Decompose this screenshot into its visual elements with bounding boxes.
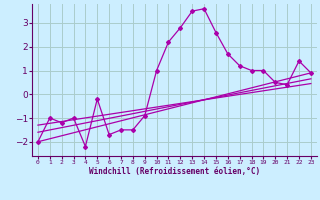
X-axis label: Windchill (Refroidissement éolien,°C): Windchill (Refroidissement éolien,°C) (89, 167, 260, 176)
